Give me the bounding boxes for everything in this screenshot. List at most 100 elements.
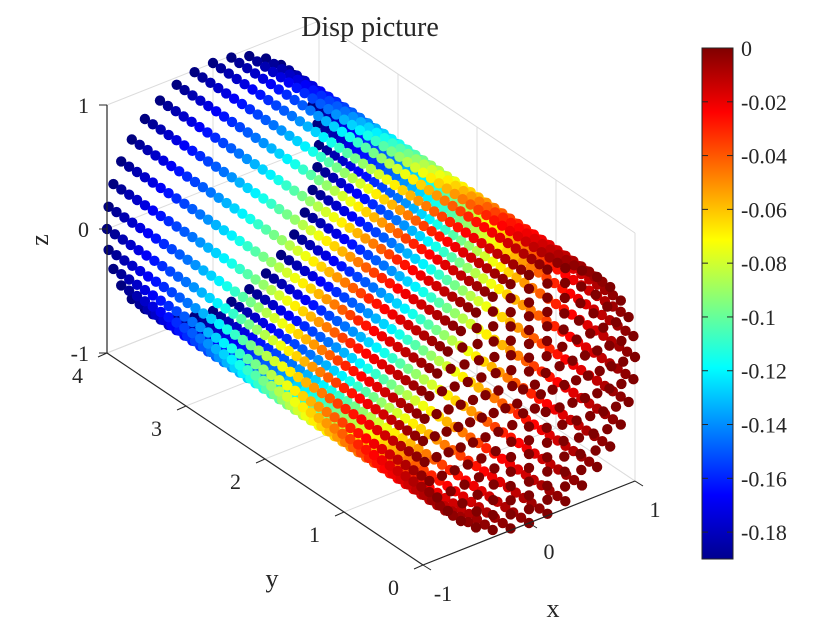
data-point xyxy=(365,411,377,423)
data-point xyxy=(455,270,467,281)
data-point xyxy=(492,248,503,259)
data-point xyxy=(346,388,358,399)
data-point xyxy=(434,500,446,511)
data-point xyxy=(526,388,537,399)
data-point xyxy=(365,163,377,175)
data-point xyxy=(353,428,364,439)
data-point xyxy=(438,246,449,258)
data-point xyxy=(402,390,413,401)
data-point xyxy=(559,466,570,477)
data-point xyxy=(360,233,371,244)
data-point xyxy=(386,146,397,157)
data-point xyxy=(422,193,434,204)
data-point xyxy=(231,73,242,85)
data-point xyxy=(430,198,442,209)
data-point xyxy=(408,352,419,363)
data-point xyxy=(387,435,399,446)
data-point xyxy=(348,409,359,420)
data-point xyxy=(357,158,369,169)
data-point xyxy=(552,257,563,268)
data-point xyxy=(455,442,466,453)
data-point xyxy=(582,320,593,331)
data-point xyxy=(338,347,350,358)
data-point xyxy=(334,390,345,401)
data-point xyxy=(196,287,207,298)
data-point xyxy=(559,451,570,462)
data-point xyxy=(487,256,498,267)
data-point xyxy=(400,459,411,471)
data-point xyxy=(467,394,479,406)
data-point xyxy=(371,342,382,353)
data-point xyxy=(376,331,388,342)
data-point xyxy=(386,265,397,277)
data-point xyxy=(426,226,437,237)
data-point xyxy=(628,330,639,342)
data-point xyxy=(347,173,358,184)
data-point xyxy=(505,451,517,463)
data-point xyxy=(508,259,519,270)
data-point xyxy=(234,57,245,69)
data-point xyxy=(163,300,174,312)
data-point xyxy=(387,309,398,320)
data-point xyxy=(400,169,411,180)
data-point xyxy=(416,243,427,255)
data-point xyxy=(487,509,499,521)
data-point xyxy=(436,470,448,481)
data-point xyxy=(354,393,365,404)
data-point xyxy=(394,204,406,216)
data-point xyxy=(542,264,553,275)
data-point xyxy=(490,446,501,457)
data-point xyxy=(250,359,261,370)
data-point xyxy=(397,433,408,444)
data-point xyxy=(368,147,379,159)
data-point xyxy=(544,252,555,263)
data-point xyxy=(449,308,461,319)
data-point xyxy=(332,272,343,283)
data-point xyxy=(371,188,382,200)
data-point xyxy=(328,255,339,267)
data-point xyxy=(489,215,500,226)
data-point xyxy=(438,203,449,215)
y-tick xyxy=(334,511,345,517)
data-point xyxy=(282,295,293,306)
data-point xyxy=(332,355,343,366)
data-point xyxy=(355,288,367,299)
data-point xyxy=(221,88,232,99)
data-point xyxy=(471,506,482,517)
data-point xyxy=(133,245,144,256)
data-point xyxy=(242,307,253,318)
data-point xyxy=(542,494,553,505)
data-point xyxy=(305,169,317,181)
colorbar-tick-label: -0.06 xyxy=(741,197,787,222)
data-point xyxy=(321,294,332,305)
data-point xyxy=(275,72,287,83)
data-point xyxy=(304,196,316,207)
data-point xyxy=(119,212,130,223)
axes-grid xyxy=(106,20,636,566)
data-point xyxy=(441,416,452,427)
data-point xyxy=(197,182,209,193)
data-point xyxy=(142,228,154,239)
data-point xyxy=(384,402,395,413)
data-point xyxy=(251,324,263,335)
data-point xyxy=(576,480,588,491)
data-point xyxy=(244,284,255,295)
data-point xyxy=(433,269,445,280)
data-point xyxy=(505,321,516,332)
data-point xyxy=(394,329,405,340)
data-point xyxy=(234,359,245,371)
data-point xyxy=(621,346,633,357)
data-point xyxy=(328,212,339,223)
data-point xyxy=(166,287,177,298)
data-point xyxy=(407,308,418,320)
data-point xyxy=(221,281,233,292)
y-tick xyxy=(255,458,266,464)
data-point xyxy=(607,414,619,425)
data-point xyxy=(447,320,459,331)
data-point xyxy=(111,206,122,218)
data-point xyxy=(283,310,294,321)
data-point xyxy=(305,311,317,322)
data-point xyxy=(226,116,238,128)
data-point xyxy=(276,278,287,290)
data-point xyxy=(417,400,429,411)
